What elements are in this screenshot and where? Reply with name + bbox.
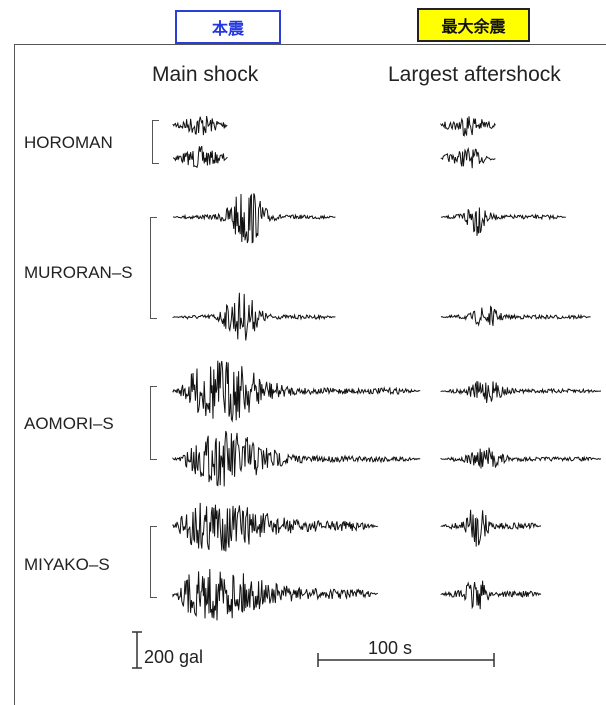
station-label-aomori: AOMORI–S	[24, 414, 114, 433]
main-shock-heading: Main shock	[152, 63, 259, 86]
bracket-horoman	[152, 120, 159, 164]
trace-muroran-after-2	[440, 305, 591, 327]
figure-frame	[14, 44, 606, 705]
main-shock-tag: 本震	[175, 10, 281, 44]
trace-horoman-main-2	[173, 145, 228, 169]
seismogram-traces	[132, 115, 602, 669]
aftershock-heading: Largest aftershock	[388, 63, 561, 86]
trace-aomori-after-2	[440, 447, 602, 469]
trace-horoman-after-2	[440, 146, 496, 169]
station-label-miyako: MIYAKO–S	[24, 555, 110, 574]
time-scale-label: 100 s	[368, 638, 413, 658]
bracket-miyako	[150, 526, 157, 598]
station-label-muroran: MURORAN–S	[24, 263, 133, 282]
trace-horoman-main-1	[172, 115, 228, 136]
trace-muroran-main-1	[173, 193, 336, 244]
trace-muroran-main-2	[172, 292, 336, 341]
trace-miyako-main-1	[172, 502, 378, 552]
trace-aomori-after-1	[440, 380, 602, 403]
trace-muroran-after-1	[440, 207, 566, 236]
trace-aomori-main-1	[172, 360, 421, 423]
bracket-aomori	[150, 386, 157, 460]
station-label-horoman: HOROMAN	[24, 133, 113, 152]
trace-aomori-main-2	[172, 430, 421, 487]
bracket-muroran	[150, 217, 157, 319]
trace-miyako-after-2	[440, 580, 542, 610]
largest-aftershock-tag: 最大余震	[417, 8, 530, 42]
trace-miyako-main-2	[172, 568, 378, 621]
trace-miyako-after-1	[440, 509, 542, 547]
trace-horoman-after-1	[440, 116, 496, 137]
amplitude-scale-label: 200 gal	[144, 647, 204, 667]
